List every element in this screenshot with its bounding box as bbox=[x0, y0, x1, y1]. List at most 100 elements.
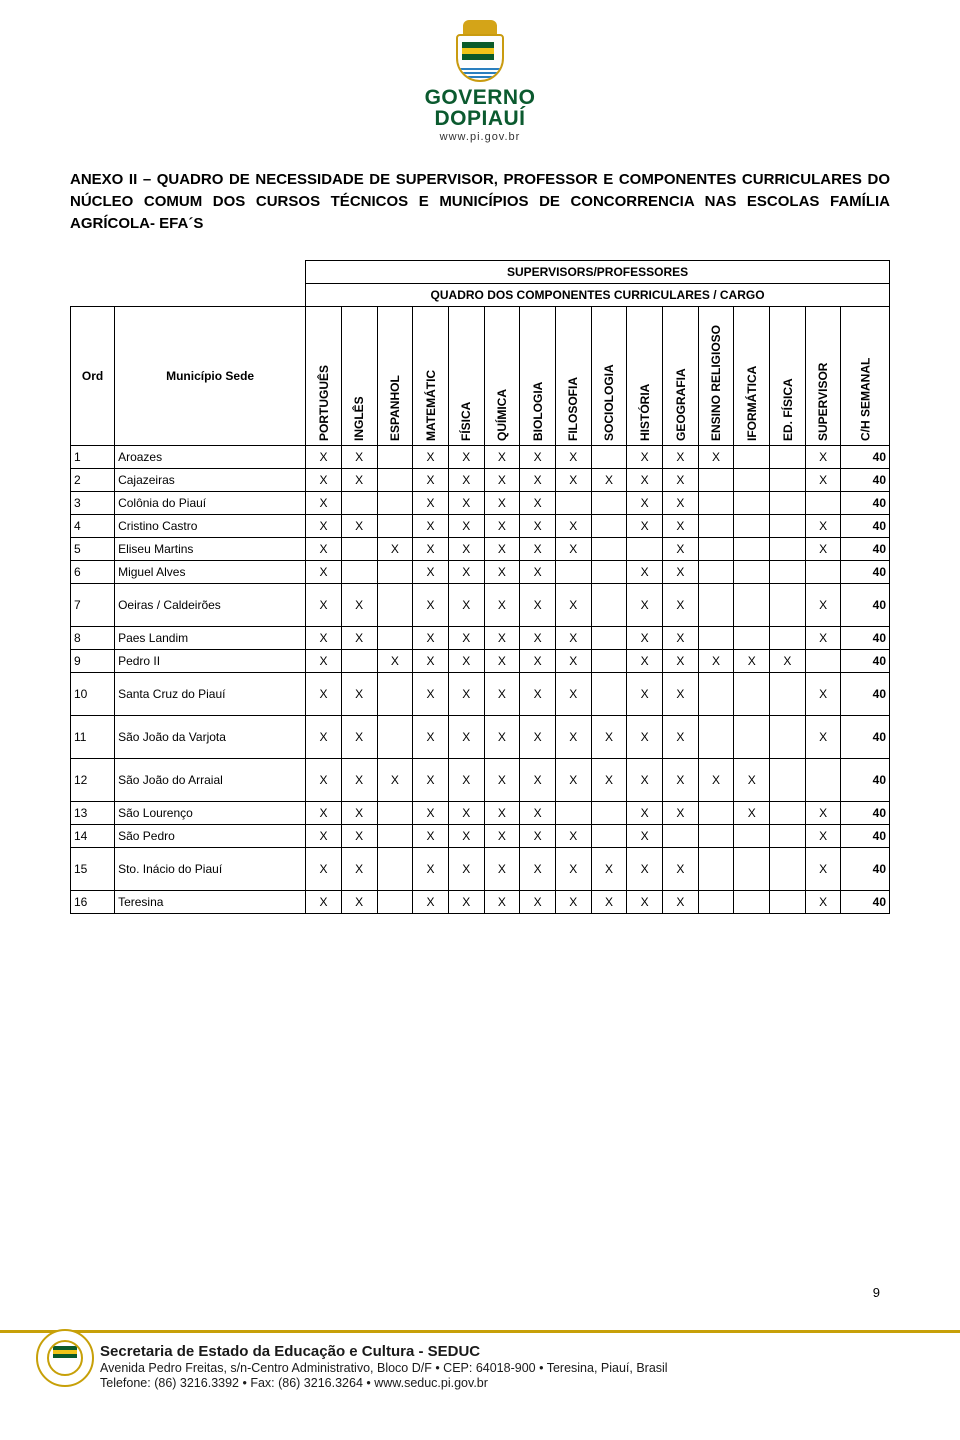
cell-mark bbox=[698, 469, 734, 492]
cell-mark bbox=[591, 627, 627, 650]
cell-mark: X bbox=[627, 759, 663, 802]
cell-mark: X bbox=[413, 469, 449, 492]
cell-mark: X bbox=[306, 469, 342, 492]
cell-mark: X bbox=[520, 584, 556, 627]
cell-ord: 15 bbox=[71, 848, 115, 891]
cell-mark: X bbox=[341, 891, 377, 914]
cell-mark bbox=[770, 469, 806, 492]
cell-mark bbox=[698, 561, 734, 584]
cell-mark: X bbox=[555, 584, 591, 627]
cell-ch: 40 bbox=[841, 538, 890, 561]
cell-municipio: São Pedro bbox=[115, 825, 306, 848]
table-row: 10Santa Cruz do PiauíXXXXXXXXXX40 bbox=[71, 673, 890, 716]
cell-mark: X bbox=[555, 759, 591, 802]
cell-ord: 4 bbox=[71, 515, 115, 538]
cell-mark bbox=[734, 469, 770, 492]
cell-mark bbox=[591, 584, 627, 627]
cell-mark: X bbox=[663, 469, 699, 492]
table-row: 6Miguel AlvesXXXXXXX40 bbox=[71, 561, 890, 584]
cell-mark: X bbox=[484, 848, 520, 891]
col-header: SOCIOLOGIA bbox=[591, 307, 627, 446]
cell-ch: 40 bbox=[841, 584, 890, 627]
cell-mark bbox=[734, 492, 770, 515]
cell-mark: X bbox=[448, 538, 484, 561]
cell-municipio: Oeiras / Caldeirões bbox=[115, 584, 306, 627]
cell-mark: X bbox=[448, 515, 484, 538]
cell-mark: X bbox=[341, 515, 377, 538]
cell-municipio: Sto. Inácio do Piauí bbox=[115, 848, 306, 891]
cell-mark bbox=[377, 515, 413, 538]
cell-mark bbox=[770, 759, 806, 802]
cell-mark bbox=[377, 584, 413, 627]
cell-mark: X bbox=[805, 469, 841, 492]
cell-mark: X bbox=[555, 716, 591, 759]
cell-mark: X bbox=[555, 650, 591, 673]
cell-ch: 40 bbox=[841, 716, 890, 759]
col-header: ED. FÍSICA bbox=[770, 307, 806, 446]
cell-mark bbox=[377, 802, 413, 825]
cell-mark: X bbox=[413, 673, 449, 716]
cell-ch: 40 bbox=[841, 561, 890, 584]
col-header: ENSINO RELIGIOSO bbox=[698, 307, 734, 446]
cell-mark: X bbox=[341, 759, 377, 802]
cell-mark: X bbox=[663, 492, 699, 515]
cell-mark: X bbox=[520, 515, 556, 538]
cell-mark: X bbox=[805, 584, 841, 627]
cell-mark: X bbox=[413, 627, 449, 650]
table-row: 4Cristino CastroXXXXXXXXXX40 bbox=[71, 515, 890, 538]
table-header-row: OrdMunicípio SedePORTUGUÊSINGLÊSESPANHOL… bbox=[71, 307, 890, 446]
cell-mark: X bbox=[805, 848, 841, 891]
cell-mark: X bbox=[484, 802, 520, 825]
cell-mark bbox=[591, 802, 627, 825]
cell-mark: X bbox=[627, 627, 663, 650]
cell-mark: X bbox=[484, 515, 520, 538]
cell-mark: X bbox=[306, 759, 342, 802]
cell-mark: X bbox=[341, 848, 377, 891]
cell-ch: 40 bbox=[841, 759, 890, 802]
cell-mark bbox=[734, 848, 770, 891]
cell-mark: X bbox=[663, 561, 699, 584]
cell-mark: X bbox=[698, 759, 734, 802]
cell-mark: X bbox=[805, 673, 841, 716]
cell-mark bbox=[770, 492, 806, 515]
header-logo: GOVERNO DOPIAUÍ www.pi.gov.br bbox=[70, 20, 890, 143]
necessidade-table: SUPERVISORS/PROFESSORES QUADRO DOS COMPO… bbox=[70, 260, 890, 914]
cell-mark: X bbox=[413, 515, 449, 538]
cell-municipio: São João da Varjota bbox=[115, 716, 306, 759]
cell-mark: X bbox=[377, 759, 413, 802]
cell-mark bbox=[770, 584, 806, 627]
cell-mark: X bbox=[448, 825, 484, 848]
cell-mark bbox=[770, 802, 806, 825]
cell-mark: X bbox=[448, 492, 484, 515]
cell-mark bbox=[341, 650, 377, 673]
table-row: 2CajazeirasXXXXXXXXXXX40 bbox=[71, 469, 890, 492]
footer-seal-icon bbox=[36, 1329, 90, 1383]
cell-ch: 40 bbox=[841, 891, 890, 914]
cell-mark: X bbox=[627, 891, 663, 914]
cell-ch: 40 bbox=[841, 673, 890, 716]
cell-municipio: Teresina bbox=[115, 891, 306, 914]
cell-mark: X bbox=[555, 627, 591, 650]
col-header: FÍSICA bbox=[448, 307, 484, 446]
cell-mark bbox=[805, 492, 841, 515]
cell-ord: 7 bbox=[71, 584, 115, 627]
cell-mark: X bbox=[306, 891, 342, 914]
cell-mark: X bbox=[520, 802, 556, 825]
table-superhead-1: SUPERVISORS/PROFESSORES bbox=[71, 261, 890, 284]
col-header: ESPANHOL bbox=[377, 307, 413, 446]
col-header: PORTUGUÊS bbox=[306, 307, 342, 446]
cell-mark: X bbox=[627, 515, 663, 538]
table-row: 12São João do ArraialXXXXXXXXXXXXX40 bbox=[71, 759, 890, 802]
cell-ord: 5 bbox=[71, 538, 115, 561]
cell-mark bbox=[734, 627, 770, 650]
cell-mark: X bbox=[698, 650, 734, 673]
cell-mark: X bbox=[591, 848, 627, 891]
cell-mark: X bbox=[627, 848, 663, 891]
cell-mark: X bbox=[555, 848, 591, 891]
cell-mark: X bbox=[306, 515, 342, 538]
cell-mark: X bbox=[306, 802, 342, 825]
cell-mark bbox=[698, 848, 734, 891]
cell-municipio: São João do Arraial bbox=[115, 759, 306, 802]
gov-url: www.pi.gov.br bbox=[70, 131, 890, 143]
cell-mark bbox=[698, 891, 734, 914]
